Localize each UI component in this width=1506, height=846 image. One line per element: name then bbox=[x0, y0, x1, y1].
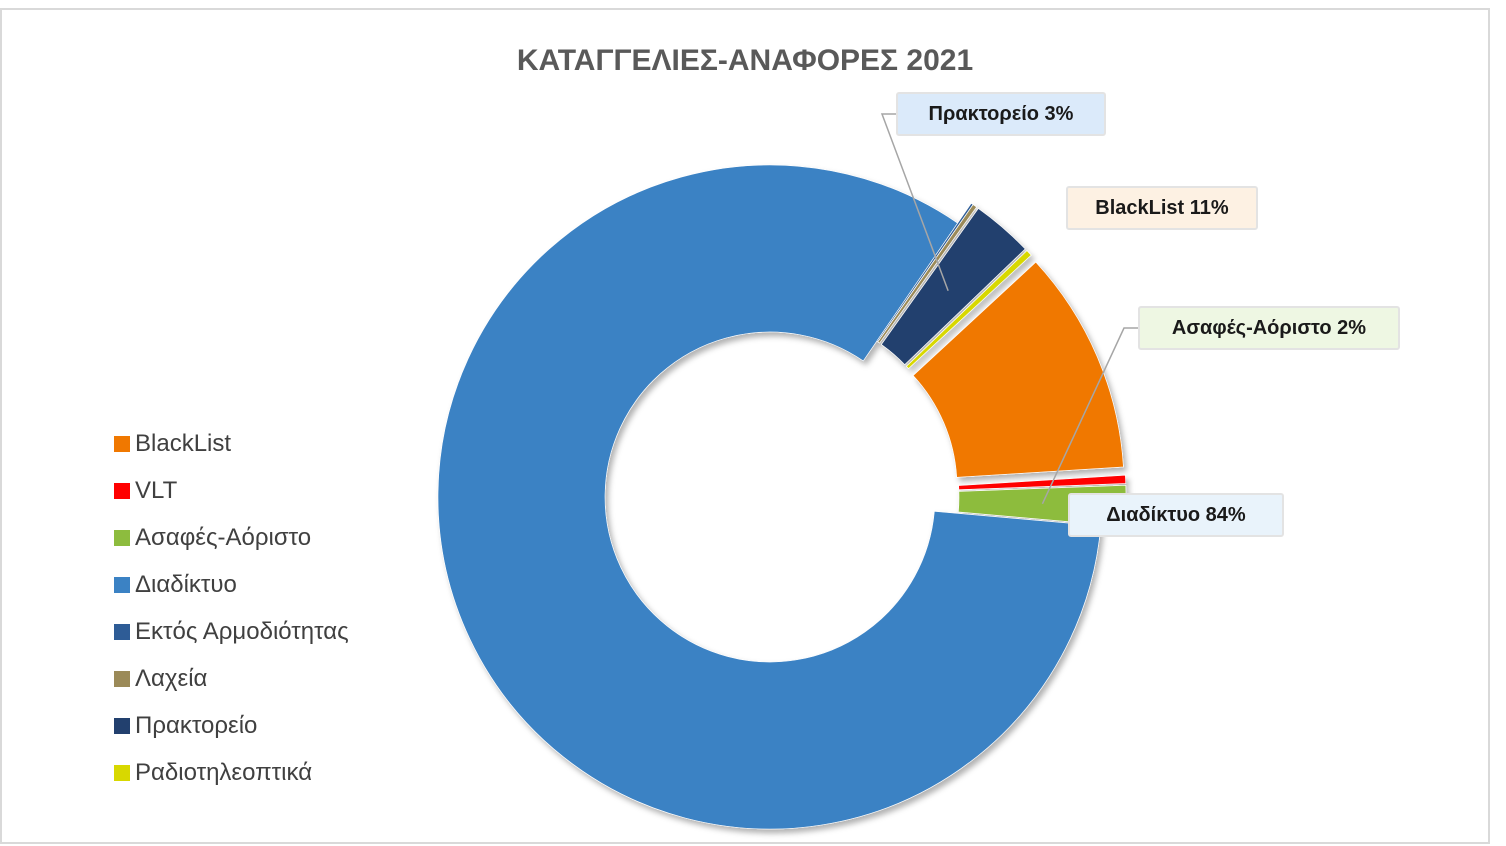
leader-line-ασαφές-αόριστο bbox=[1041, 327, 1138, 505]
legend-swatch bbox=[114, 435, 130, 452]
legend-item-vlt: VLT bbox=[114, 467, 349, 514]
slice-πρακτορείο bbox=[881, 208, 1026, 365]
legend: BlackList VLT Ασαφές-Αόριστο Διαδίκτυο Εκτός… bbox=[114, 420, 349, 796]
legend-label: Πρακτορείο bbox=[135, 711, 258, 739]
legend-swatch bbox=[114, 670, 130, 687]
legend-label: VLT bbox=[135, 476, 178, 504]
data-label-ασαφές-αόριστο: Ασαφές-Αόριστο 2% bbox=[1138, 306, 1400, 350]
legend-label: Εκτός Αρμοδιότητας bbox=[135, 617, 349, 645]
chart-title: ΚΑΤΑΓΓΕΛΙΕΣ-ΑΝΑΦΟΡΕΣ 2021 bbox=[516, 44, 974, 77]
legend-item-ραδιοτηλεοπτικά: Ραδιοτηλεοπτικά bbox=[114, 749, 349, 796]
data-label-πρακτορείο: Πρακτορείο 3% bbox=[896, 92, 1106, 136]
slice-λαχεία bbox=[877, 204, 977, 344]
slice-διαδίκτυο bbox=[437, 164, 1102, 830]
legend-label: Λαχεία bbox=[135, 664, 208, 692]
slice-ραδιοτηλεοπτικά bbox=[906, 250, 1032, 369]
legend-swatch bbox=[114, 623, 130, 640]
legend-item-λαχεία: Λαχεία bbox=[114, 655, 349, 702]
legend-label: Ραδιοτηλεοπτικά bbox=[135, 758, 313, 786]
legend-item-πρακτορείο: Πρακτορείο bbox=[114, 702, 349, 749]
legend-swatch bbox=[114, 482, 130, 499]
data-label-blacklist: BlackList 11% bbox=[1066, 186, 1258, 230]
legend-swatch bbox=[114, 576, 130, 593]
legend-swatch bbox=[114, 529, 130, 546]
legend-swatch bbox=[114, 764, 130, 781]
legend-item-εκτός-αρμοδιότητας: Εκτός Αρμοδιότητας bbox=[114, 608, 349, 655]
legend-label: Διαδίκτυο bbox=[135, 570, 237, 598]
legend-item-διαδίκτυο: Διαδίκτυο bbox=[114, 561, 349, 608]
leader-line-πρακτορείο bbox=[880, 113, 949, 292]
legend-label: BlackList bbox=[135, 429, 232, 457]
legend-label: Ασαφές-Αόριστο bbox=[135, 523, 312, 551]
legend-swatch bbox=[114, 717, 130, 734]
slice-blacklist bbox=[912, 261, 1124, 478]
slice-vlt bbox=[958, 474, 1127, 490]
legend-item-ασαφές-αόριστο: Ασαφές-Αόριστο bbox=[114, 514, 349, 561]
data-label-διαδίκτυο: Διαδίκτυο 84% bbox=[1068, 493, 1284, 537]
legend-item-blacklist: BlackList bbox=[114, 420, 349, 467]
